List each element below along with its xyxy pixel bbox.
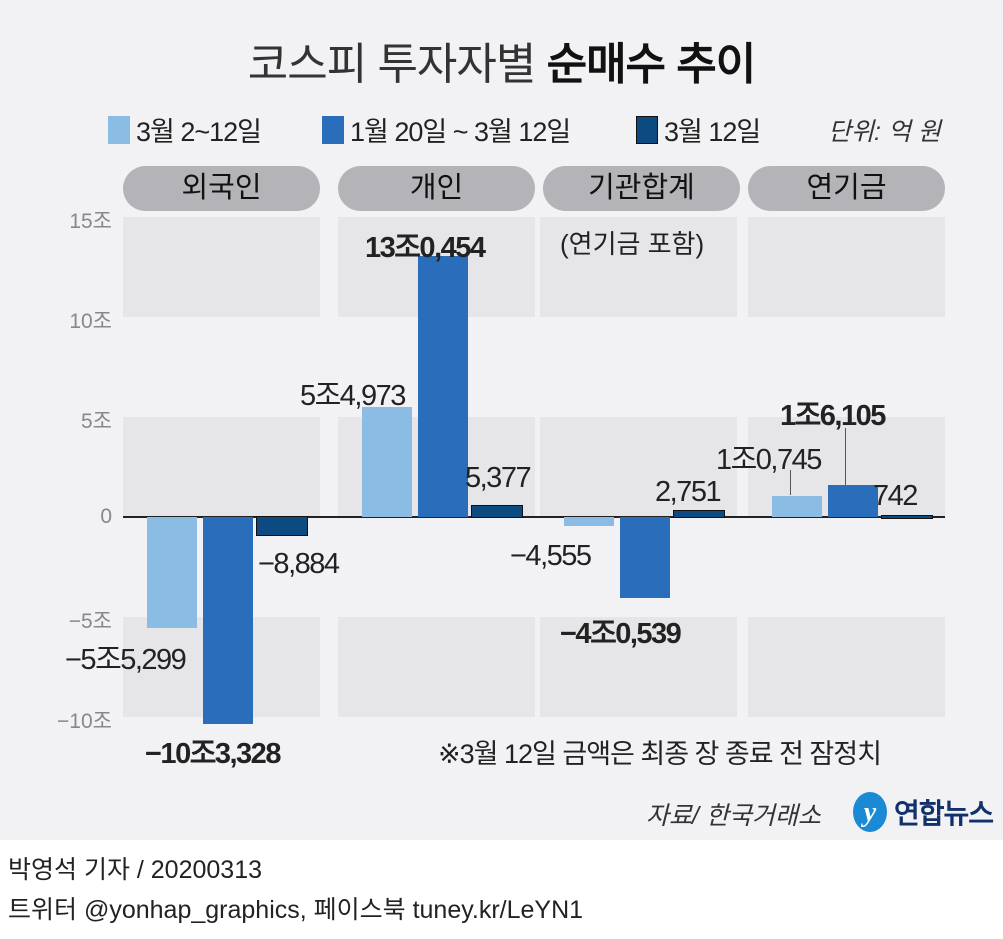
legend-label: 3월 2~12일: [136, 117, 262, 147]
leader-line: [845, 428, 846, 485]
data-label: 5조4,973: [300, 380, 406, 412]
bar-3-2: [881, 514, 933, 519]
data-label: −10조3,328: [145, 738, 281, 770]
data-label: 2,751: [655, 476, 722, 508]
yonhap-logo-text: 연합뉴스: [894, 798, 994, 829]
grid-band: [748, 217, 945, 317]
leader-line: [790, 470, 791, 495]
legend-swatch: [108, 115, 130, 144]
title-bold: 순매수 추이: [546, 40, 757, 89]
bar-0-0: [147, 517, 197, 628]
byline: 박영석 기자 / 20200313: [8, 856, 263, 884]
grid-band: [338, 617, 535, 717]
grid-band: [540, 217, 737, 317]
unit-label: 단위: 억 원: [828, 118, 941, 146]
data-label: 1조0,745: [716, 444, 822, 476]
data-label: −8,884: [258, 548, 340, 580]
footnote: ※3월 12일 금액은 최종 장 종료 전 잠정치: [438, 739, 882, 769]
legend-label: 1월 20일 ~ 3월 12일: [350, 117, 571, 147]
chart-title: 코스피 투자자별 순매수 추이: [0, 28, 1003, 92]
y-tick-label: 5조: [81, 410, 112, 433]
grid-band: [123, 417, 320, 517]
y-tick-label: 15조: [69, 210, 112, 233]
data-label: −4,555: [510, 540, 592, 572]
title-regular: 코스피 투자자별: [247, 40, 547, 89]
bar-3-1: [828, 484, 878, 517]
svg-text:y: y: [861, 797, 877, 828]
social-links: 트위터 @yonhap_graphics, 페이스북 tuney.kr/LeYN…: [8, 896, 584, 924]
grid-band: [540, 417, 737, 517]
bar-1-2: [471, 505, 523, 518]
category-pill-foreign: 외국인: [123, 166, 320, 211]
yonhap-logo-icon: y: [853, 792, 887, 832]
bar-1-1: [418, 256, 468, 517]
data-label: 5,377: [465, 462, 532, 494]
y-tick-label: 10조: [69, 310, 112, 333]
category-pill-institution: 기관합계: [543, 166, 740, 211]
data-label: 742: [873, 480, 918, 512]
bar-0-1: [203, 517, 253, 724]
y-tick-label: −10조: [57, 710, 112, 733]
grid-band: [748, 617, 945, 717]
grid-band: [123, 217, 320, 317]
bar-3-0: [772, 495, 822, 517]
category-pill-pension: 연기금: [748, 166, 945, 211]
yonhap-logo: y 연합뉴스: [850, 790, 994, 834]
infographic-card: 코스피 투자자별 순매수 추이 3월 2~12일 1월 20일 ~ 3월 12일…: [0, 0, 1003, 840]
category-note: (연기금 포함): [560, 229, 705, 259]
data-label: 1조6,105: [780, 400, 886, 432]
grid-band: [540, 617, 737, 717]
bar-2-2: [673, 510, 725, 518]
y-tick-label: 0: [100, 505, 112, 528]
category-pill-individual: 개인: [338, 166, 535, 211]
data-label: −5조5,299: [65, 644, 187, 676]
legend-swatch: [636, 115, 658, 144]
data-label: −4조0,539: [560, 618, 682, 650]
data-label: 13조0,454: [365, 232, 486, 264]
legend-item-2: 3월 12일: [636, 110, 761, 149]
source: 자료/ 한국거래소: [646, 802, 821, 830]
bar-2-1: [620, 517, 670, 599]
legend-label: 3월 12일: [664, 117, 761, 147]
legend-item-1: 1월 20일 ~ 3월 12일: [322, 110, 571, 149]
bar-2-0: [564, 517, 614, 527]
bar-0-2: [256, 516, 308, 536]
y-tick-label: −5조: [68, 610, 112, 633]
legend-swatch: [322, 115, 344, 144]
zero-axis: [123, 516, 945, 518]
bar-1-0: [362, 407, 412, 517]
legend-item-0: 3월 2~12일: [108, 110, 262, 149]
